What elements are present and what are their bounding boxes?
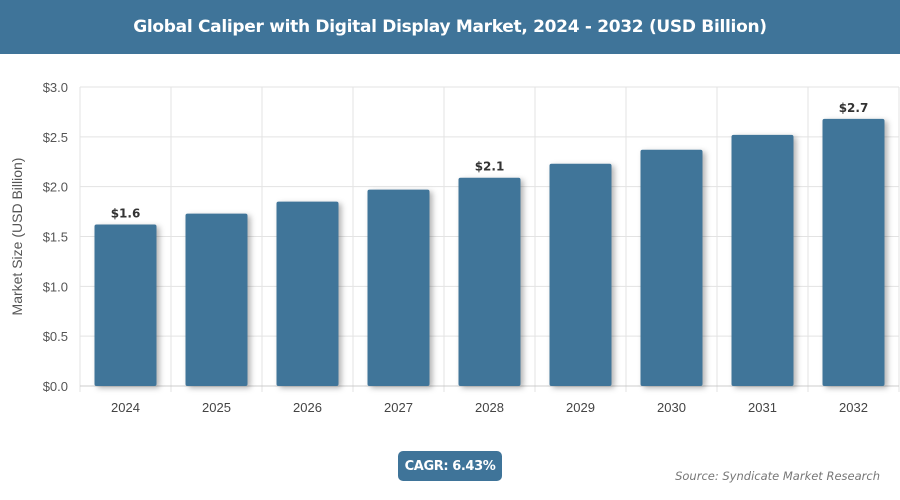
y-tick-label: $2.0	[43, 180, 68, 195]
data-label: $2.7	[839, 101, 869, 115]
bar-2028	[458, 177, 521, 386]
x-tick-label: 2029	[566, 400, 595, 415]
x-tick-label: 2026	[293, 400, 322, 415]
x-tick-label: 2024	[111, 400, 140, 415]
x-tick-label: 2025	[202, 400, 231, 415]
cagr-badge: CAGR: 6.43%	[398, 451, 502, 481]
y-tick-label: $0.5	[43, 329, 68, 344]
bar-2025	[185, 213, 248, 386]
bar-2031	[731, 134, 794, 386]
chart-title: Global Caliper with Digital Display Mark…	[0, 0, 900, 54]
y-tick-label: $1.0	[43, 279, 68, 294]
data-label: $2.1	[475, 160, 505, 174]
bar-2032	[822, 118, 885, 386]
x-tick-label: 2027	[384, 400, 413, 415]
x-tick-label: 2031	[748, 400, 777, 415]
bar-2026	[276, 201, 339, 386]
y-tick-label: $2.5	[43, 130, 68, 145]
source-note: Source: Syndicate Market Research	[675, 469, 880, 483]
x-tick-label: 2030	[657, 400, 686, 415]
bar-2024	[94, 224, 157, 386]
y-tick-label: $0.0	[43, 379, 68, 394]
x-tick-label: 2032	[839, 400, 868, 415]
y-tick-label: $3.0	[43, 80, 68, 95]
bar-2029	[549, 163, 612, 386]
bar-2027	[367, 189, 430, 386]
y-tick-label: $1.5	[43, 230, 68, 245]
bar-2030	[640, 149, 703, 386]
data-label: $1.6	[111, 207, 141, 221]
y-axis-label: Market Size (USD Billion)	[9, 158, 25, 316]
x-tick-label: 2028	[475, 400, 504, 415]
